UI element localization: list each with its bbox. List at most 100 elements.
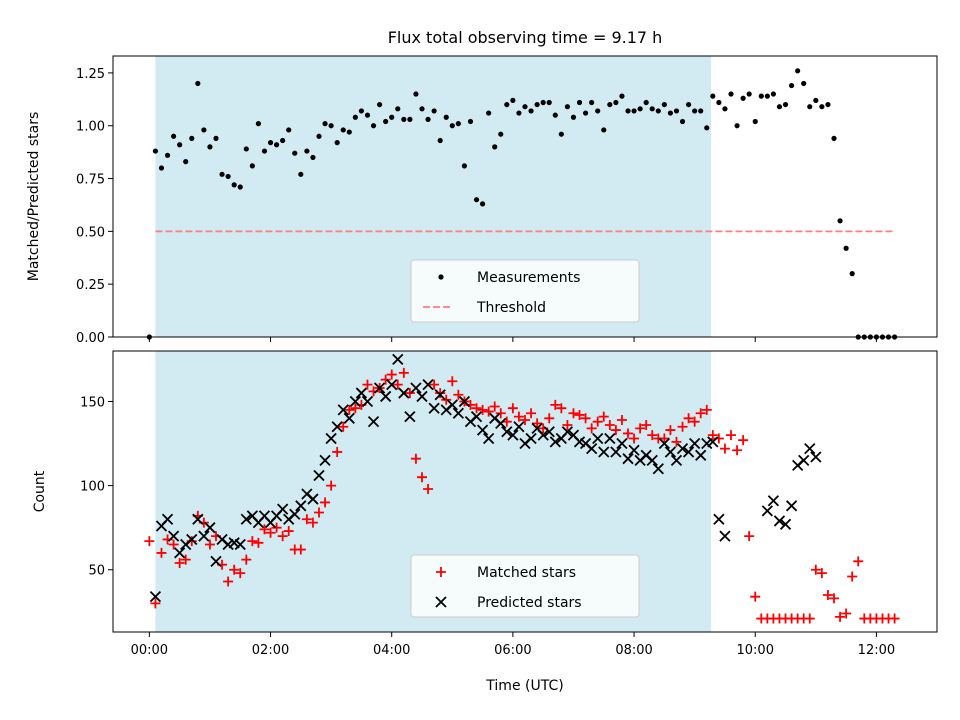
y-tick-label: 0.25: [76, 278, 105, 293]
measurement-point: [582, 110, 589, 116]
measurement-point: [273, 142, 280, 148]
measurement-point: [189, 135, 195, 141]
predicted-star-point: [319, 454, 331, 467]
matched-star-point: [732, 445, 743, 456]
matched-star-point: [229, 564, 240, 575]
measurement-point: [716, 99, 722, 106]
predicted-star-point: [670, 454, 683, 467]
matched-star-point: [144, 536, 155, 547]
matched-star-point: [338, 421, 349, 432]
predicted-star-point: [549, 436, 561, 448]
predicted-star-point: [658, 437, 670, 450]
predicted-star-point: [325, 432, 337, 445]
matched-star-point: [562, 420, 573, 431]
predicted-star-point: [470, 410, 483, 423]
matched-star-point: [423, 483, 434, 494]
measurement-point: [825, 101, 831, 108]
measurement-point: [292, 150, 298, 156]
measurement-point: [534, 101, 540, 108]
legend-marker-x: [435, 596, 447, 608]
predicted-star-point: [761, 505, 773, 517]
matched-star-point: [592, 416, 603, 427]
matched-star-point: [477, 404, 488, 415]
predicted-star-point: [386, 379, 398, 391]
matched-star-point: [520, 414, 530, 425]
matched-star-point: [344, 404, 355, 415]
predicted-star-point: [507, 429, 519, 441]
measurement-point: [576, 99, 583, 106]
predicted-star-point: [561, 426, 574, 438]
measurement-point: [370, 123, 377, 129]
matched-star-point: [398, 367, 409, 378]
measurement-point: [255, 121, 262, 127]
matched-star-point: [683, 413, 694, 424]
matched-star-point: [835, 611, 846, 622]
matched-star-point: [180, 554, 191, 565]
matched-star-point: [804, 613, 815, 624]
measurement-point: [613, 99, 619, 106]
measurement-point: [461, 163, 468, 169]
measurement-point: [546, 99, 552, 106]
measurement-point: [601, 127, 607, 133]
matched-star-point: [604, 420, 615, 431]
matched-star-point: [532, 418, 543, 429]
matched-star-point: [404, 388, 415, 399]
measurement-point: [595, 108, 601, 114]
y-axis-label: Count: [32, 470, 48, 512]
measurement-point: [807, 104, 813, 110]
predicted-star-point: [495, 417, 507, 429]
matched-star-point: [829, 593, 839, 604]
matched-star-point: [810, 564, 821, 575]
predicted-star-point: [537, 429, 549, 441]
matched-star-point: [441, 394, 452, 405]
measurement-point: [849, 271, 855, 277]
y-tick-label: 1.25: [76, 67, 105, 82]
matched-star-point: [513, 411, 524, 422]
measurement-point: [207, 144, 213, 150]
matched-star-point: [307, 517, 318, 528]
measurement-point: [679, 118, 686, 125]
predicted-star-point: [598, 446, 610, 458]
measurement-point: [437, 137, 443, 144]
matched-star-point: [301, 514, 312, 525]
measurement-point: [383, 118, 389, 125]
measurement-point: [310, 154, 316, 161]
matched-star-point: [629, 433, 640, 444]
predicted-star-point: [313, 469, 325, 482]
matched-star-point: [417, 472, 427, 483]
predicted-star-point: [616, 437, 628, 450]
matched-star-point: [362, 379, 373, 390]
predicted-star-point: [398, 387, 410, 399]
measurement-point: [492, 144, 498, 150]
predicted-star-point: [767, 495, 780, 507]
matched-star-point: [822, 589, 833, 600]
measurement-point: [510, 97, 516, 103]
matched-star-point: [701, 404, 712, 415]
predicted-star-point: [695, 449, 707, 461]
predicted-star-point: [277, 503, 289, 515]
predicted-star-point: [428, 402, 440, 414]
measurement-point: [504, 101, 510, 108]
predicted-star-point: [422, 379, 434, 391]
measurement-point: [661, 101, 667, 108]
measurement-point: [649, 106, 655, 112]
measurement-point: [813, 97, 819, 103]
predicted-star-point: [174, 547, 186, 559]
measurement-point: [443, 114, 449, 120]
matched-star-point: [641, 420, 652, 431]
measurement-point: [764, 93, 770, 99]
matched-star-point: [507, 403, 518, 414]
matched-star-point: [544, 413, 555, 424]
legend-box: [410, 259, 640, 323]
matched-star-point: [853, 556, 864, 567]
predicted-star-point: [689, 437, 701, 450]
measurement-point: [449, 123, 455, 129]
predicted-star-point: [483, 432, 495, 445]
measurement-point: [346, 129, 352, 135]
x-tick-label: 00:00: [131, 643, 168, 658]
predicted-star-point: [392, 353, 404, 366]
predicted-star-point: [331, 421, 343, 433]
matched-star-point: [744, 531, 755, 542]
predicted-star-point: [343, 412, 355, 424]
matched-star-point: [550, 399, 561, 410]
